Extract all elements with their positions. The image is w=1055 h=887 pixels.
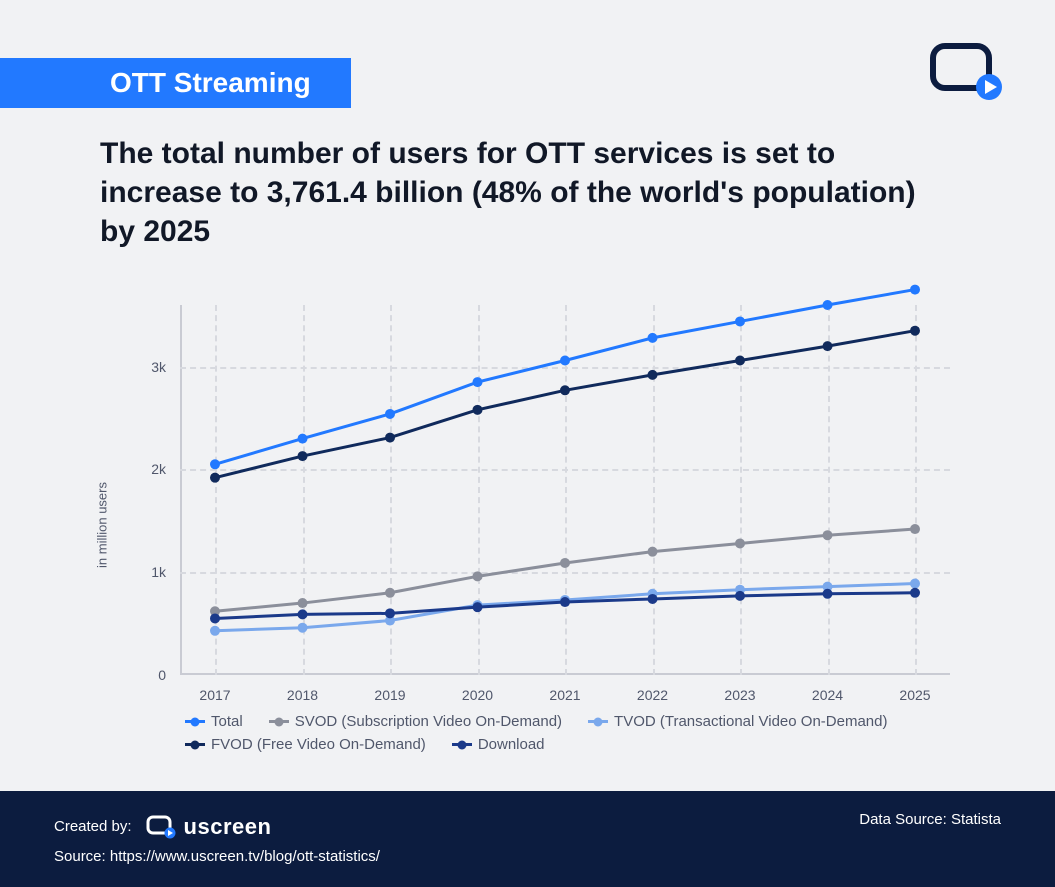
series-point-svod [385,588,395,598]
x-tick-label: 2025 [899,675,930,703]
legend-item-svod: SVOD (Subscription Video On-Demand) [269,713,562,730]
legend-item-tvod: TVOD (Transactional Video On-Demand) [588,713,887,730]
series-point-fvod [735,356,745,366]
series-point-svod [298,598,308,608]
series-point-download [648,594,658,604]
series-line-fvod [215,331,915,478]
series-point-fvod [473,405,483,415]
y-tick-label: 3k [151,359,180,375]
x-tick-label: 2023 [724,675,755,703]
legend-swatch [452,743,472,746]
uscreen-logo: uscreen [146,814,272,840]
y-tick-label: 1k [151,564,180,580]
x-tick-label: 2022 [637,675,668,703]
chart-legend: Total SVOD (Subscription Video On-Demand)… [185,713,955,753]
series-point-fvod [385,433,395,443]
series-point-total [560,356,570,366]
series-point-tvod [910,579,920,589]
series-point-tvod [210,626,220,636]
section-banner: OTT Streaming [0,58,351,108]
footer-bar: Created by: uscreen Source: https://www.… [0,791,1055,887]
legend-swatch [269,720,289,723]
legend-label: TVOD (Transactional Video On-Demand) [614,713,887,730]
banner-label: OTT Streaming [110,67,311,99]
legend-item-download: Download [452,736,545,753]
series-point-total [735,316,745,326]
series-point-tvod [298,623,308,633]
series-point-fvod [823,341,833,351]
series-point-download [473,602,483,612]
legend-swatch [185,743,205,746]
x-tick-label: 2020 [462,675,493,703]
legend-label: SVOD (Subscription Video On-Demand) [295,713,562,730]
x-tick-label: 2017 [199,675,230,703]
x-tick-label: 2024 [812,675,843,703]
series-layer [180,305,950,675]
legend-label: Download [478,736,545,753]
y-tick-label: 0 [158,667,180,683]
headline-text: The total number of users for OTT servic… [100,134,920,251]
line-chart: in million users 01k2k3k2017201820192020… [130,305,950,745]
series-point-total [473,377,483,387]
data-source-label: Data Source: Statista [859,791,1001,828]
legend-swatch [185,720,205,723]
series-point-fvod [910,326,920,336]
series-point-total [298,434,308,444]
infographic-card: OTT Streaming The total number of users … [0,0,1055,887]
uscreen-logo-text: uscreen [184,814,272,840]
legend-label: Total [211,713,243,730]
legend-item-total: Total [185,713,243,730]
legend-label: FVOD (Free Video On-Demand) [211,736,426,753]
series-point-svod [735,538,745,548]
series-point-fvod [648,370,658,380]
series-point-svod [648,547,658,557]
series-point-svod [910,524,920,534]
series-point-fvod [210,473,220,483]
x-tick-label: 2018 [287,675,318,703]
uscreen-logo-icon [146,815,176,839]
series-line-tvod [215,584,915,631]
series-point-download [298,609,308,619]
series-point-download [910,588,920,598]
series-point-svod [560,558,570,568]
series-point-total [648,333,658,343]
series-point-download [735,591,745,601]
series-point-download [560,597,570,607]
series-line-total [215,290,915,465]
series-point-download [823,589,833,599]
series-point-total [823,300,833,310]
series-point-total [210,459,220,469]
y-axis-label: in million users [95,482,110,568]
x-tick-label: 2019 [374,675,405,703]
series-point-fvod [298,451,308,461]
series-point-download [385,608,395,618]
series-point-fvod [560,385,570,395]
series-point-svod [473,571,483,581]
created-by-label: Created by: [54,818,132,835]
series-point-total [385,409,395,419]
footer-left: Created by: uscreen Source: https://www.… [54,814,380,865]
series-point-total [910,285,920,295]
series-point-download [210,613,220,623]
source-label: Source: https://www.uscreen.tv/blog/ott-… [54,848,380,865]
legend-swatch [588,720,608,723]
plot-area: 01k2k3k201720182019202020212022202320242… [180,305,950,675]
legend-item-fvod: FVOD (Free Video On-Demand) [185,736,426,753]
x-tick-label: 2021 [549,675,580,703]
y-tick-label: 2k [151,461,180,477]
series-point-svod [823,530,833,540]
brand-icon [927,40,1005,107]
